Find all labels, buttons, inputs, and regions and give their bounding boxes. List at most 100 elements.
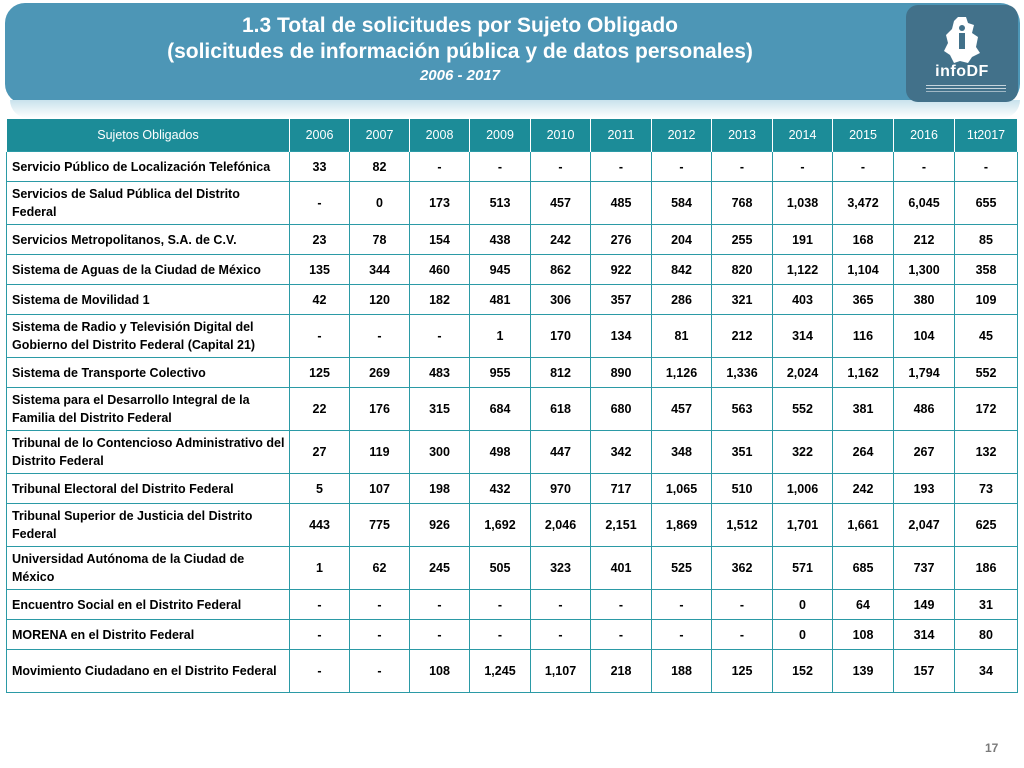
value-cell: 139 (832, 649, 894, 693)
value-cell: - (469, 589, 531, 620)
table-row: Movimiento Ciudadano en el Distrito Fede… (6, 649, 1018, 693)
value-cell: 154 (409, 224, 470, 255)
value-cell: 344 (349, 254, 410, 285)
value-cell: 85 (954, 224, 1018, 255)
period-label: 2006 - 2017 (419, 67, 501, 84)
value-cell: 0 (772, 619, 833, 650)
value-cell: 2,046 (530, 503, 591, 547)
column-header: 2016 (893, 119, 955, 152)
value-cell: - (349, 314, 410, 358)
sujeto-name-cell: Tribunal de lo Contencioso Administrativ… (6, 430, 290, 474)
value-cell: - (651, 619, 712, 650)
value-cell: 680 (590, 387, 652, 431)
value-cell: 862 (530, 254, 591, 285)
value-cell: 1,162 (832, 357, 894, 388)
sujeto-name-cell: Sistema de Aguas de la Ciudad de México (6, 254, 290, 285)
table-row: Sistema de Transporte Colectivo 125 269 483… (6, 357, 1018, 388)
value-cell: 812 (530, 357, 591, 388)
value-cell: - (651, 151, 712, 182)
value-cell: 922 (590, 254, 652, 285)
column-header: 2011 (590, 119, 652, 152)
column-header: 2012 (651, 119, 712, 152)
value-cell: 125 (289, 357, 350, 388)
value-cell: 1,701 (772, 503, 833, 547)
value-cell: 1,065 (651, 473, 712, 504)
sujeto-name-cell: Tribunal Electoral del Distrito Federal (6, 473, 290, 504)
value-cell: 457 (651, 387, 712, 431)
value-cell: 525 (651, 546, 712, 590)
sujeto-name-cell: Movimiento Ciudadano en el Distrito Fede… (6, 649, 290, 693)
logo-subtext-line (926, 91, 1006, 92)
value-cell: 351 (711, 430, 773, 474)
value-cell: 3,472 (832, 181, 894, 225)
table-row: Servicios de Salud Pública del Distrito … (6, 181, 1018, 225)
value-cell: 2,151 (590, 503, 652, 547)
value-cell: 432 (469, 473, 531, 504)
column-header: 2007 (349, 119, 410, 152)
value-cell: - (590, 589, 652, 620)
value-cell: 1,107 (530, 649, 591, 693)
value-cell: 176 (349, 387, 410, 431)
value-cell: - (409, 589, 470, 620)
value-cell: 768 (711, 181, 773, 225)
column-header: 2013 (711, 119, 773, 152)
value-cell: 23 (289, 224, 350, 255)
value-cell: 64 (832, 589, 894, 620)
value-cell: 42 (289, 284, 350, 315)
value-cell: - (289, 181, 350, 225)
value-cell: 1,122 (772, 254, 833, 285)
value-cell: 381 (832, 387, 894, 431)
value-cell: - (772, 151, 833, 182)
value-cell: - (469, 619, 531, 650)
title-block: 1.3 Total de solicitudes por Sujeto Obli… (50, 13, 870, 87)
value-cell: - (289, 314, 350, 358)
value-cell: 125 (711, 649, 773, 693)
value-cell: 443 (289, 503, 350, 547)
column-header: 2014 (772, 119, 833, 152)
value-cell: - (832, 151, 894, 182)
value-cell: 314 (893, 619, 955, 650)
value-cell: - (530, 619, 591, 650)
value-cell: 945 (469, 254, 531, 285)
value-cell: 5 (289, 473, 350, 504)
value-cell: 33 (289, 151, 350, 182)
value-cell: 73 (954, 473, 1018, 504)
value-cell: 267 (893, 430, 955, 474)
value-cell: 403 (772, 284, 833, 315)
value-cell: 655 (954, 181, 1018, 225)
value-cell: 172 (954, 387, 1018, 431)
value-cell: 255 (711, 224, 773, 255)
value-cell: 212 (711, 314, 773, 358)
logo-subtext-lines (926, 85, 1006, 89)
value-cell: - (349, 619, 410, 650)
page-subtitle: (solicitudes de información pública y de… (167, 40, 753, 63)
value-cell: - (954, 151, 1018, 182)
solicitudes-table: Sujetos Obligados 2006 2007 2008 2009 20… (6, 119, 1018, 693)
column-header: 2009 (469, 119, 531, 152)
value-cell: - (651, 589, 712, 620)
value-cell: 1,038 (772, 181, 833, 225)
value-cell: 481 (469, 284, 531, 315)
value-cell: - (711, 619, 773, 650)
column-header: 2015 (832, 119, 894, 152)
value-cell: 81 (651, 314, 712, 358)
value-cell: 168 (832, 224, 894, 255)
page-number: 17 (985, 741, 999, 755)
value-cell: - (530, 589, 591, 620)
infodf-logo: infoDF (906, 5, 1018, 102)
value-cell: 198 (409, 473, 470, 504)
value-cell: 510 (711, 473, 773, 504)
value-cell: 108 (832, 619, 894, 650)
value-cell: 460 (409, 254, 470, 285)
value-cell: 78 (349, 224, 410, 255)
table-body: Servicio Público de Localización Telefón… (6, 151, 1018, 693)
value-cell: 438 (469, 224, 531, 255)
table-row: Encuentro Social en el Distrito Federal -… (6, 589, 1018, 620)
value-cell: 2,047 (893, 503, 955, 547)
value-cell: 62 (349, 546, 410, 590)
value-cell: 380 (893, 284, 955, 315)
value-cell: - (711, 589, 773, 620)
sujeto-name-cell: Servicio Público de Localización Telefón… (6, 151, 290, 182)
sujeto-name-cell: Sistema de Movilidad 1 (6, 284, 290, 315)
value-cell: 157 (893, 649, 955, 693)
